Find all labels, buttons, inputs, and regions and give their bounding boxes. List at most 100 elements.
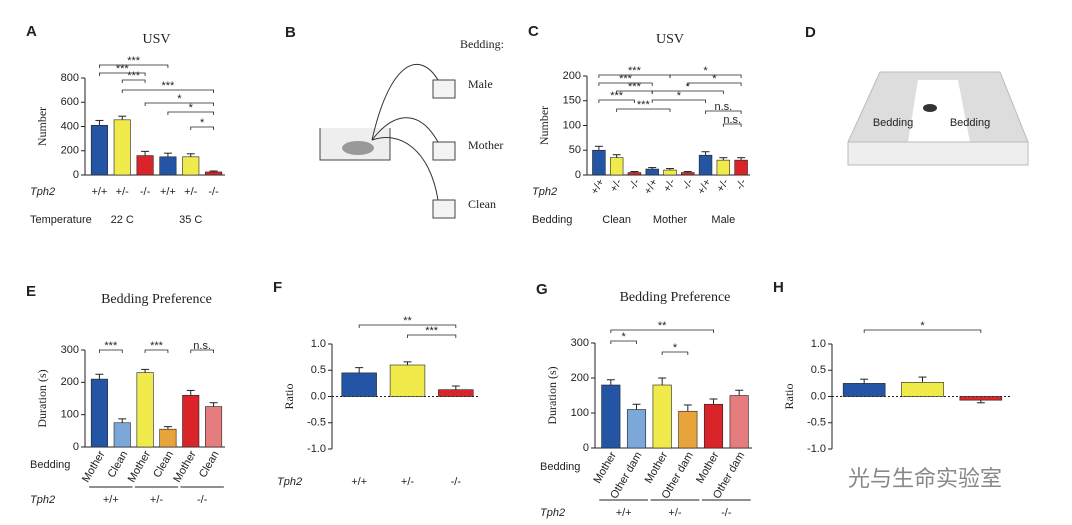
significance-label: ** [658,320,667,332]
significance-bracket [99,349,123,353]
row-label: Bedding [532,214,572,226]
bar [90,378,108,448]
significance-label: *** [628,81,642,93]
bar [438,389,474,397]
y-tick-label: 0.0 [811,390,826,402]
y-tick-label: 300 [61,344,79,356]
significance-bracket [687,82,742,86]
x-tick-label: +/- [608,177,625,195]
x-tick-label: +/- [184,186,197,198]
y-axis-label: Number [537,106,551,145]
significance-label: * [686,81,691,93]
row-label: Bedding [30,459,70,471]
group-label: +/+ [616,507,632,519]
row-label: Bedding [540,461,580,473]
mouse [923,104,937,112]
bar [645,168,659,176]
bar [959,396,1003,401]
x-tick-label: -/- [451,476,462,488]
bar [113,422,131,448]
panel-label: G [536,281,548,298]
group-label: +/+ [103,494,119,506]
bar [592,149,606,176]
row-label: Tph2 [30,494,55,506]
arrow [371,137,439,201]
y-axis-label: Duration (s) [545,366,559,424]
bar [182,156,200,176]
x-tick-label: +/- [714,177,731,195]
y-tick-label: 200 [571,372,589,384]
significance-bracket [661,351,689,355]
row-label: Tph2 [532,186,557,198]
x-tick-label: Mother [126,449,154,485]
y-tick-label: 100 [563,119,581,131]
y-tick-label: 0.0 [311,390,326,402]
bar [663,169,677,176]
significance-bracket [722,123,742,127]
group-label: 22 C [111,214,134,226]
x-tick-label: Mother [694,450,722,486]
panel-label: F [273,279,282,296]
significance-label: *** [637,99,651,111]
chart-title: USV [656,32,684,47]
x-tick-label: +/+ [91,186,107,198]
x-tick-label: Mother [643,450,671,486]
bar [136,155,154,176]
row-label: Tph2 [540,507,565,519]
significance-label: * [920,320,925,332]
y-tick-label: 0.5 [811,364,826,376]
group-label: -/- [721,507,732,519]
significance-label: *** [161,80,175,92]
group-label: 35 C [179,214,202,226]
significance-bracket [99,64,169,68]
significance-label: n.s. [714,101,732,113]
y-tick-label: 100 [61,409,79,421]
arena-wall [847,141,1029,166]
bar [678,410,698,449]
group-label: Clean [602,214,631,226]
significance-bracket [669,74,742,78]
panel-label: A [26,23,37,40]
x-tick-label: +/- [116,186,129,198]
x-tick-label: Mother [591,450,619,486]
x-tick-label: +/+ [351,476,367,488]
significance-bracket [358,324,457,328]
label: Bedding [950,117,990,129]
bar [729,395,749,449]
y-axis-label: Ratio [282,384,296,410]
y-tick-label: -1.0 [307,443,326,455]
bar [734,159,748,176]
row-label: Tph2 [30,186,55,198]
x-tick-label: -/- [140,186,151,198]
bar [205,171,223,176]
significance-bracket [121,79,146,83]
significance-label: * [703,65,708,77]
x-tick-label: +/+ [642,177,660,197]
group-label: Mother [653,214,688,226]
x-tick-label: Mother [171,449,199,485]
significance-label: *** [610,90,624,102]
bar [182,394,200,448]
significance-bracket [167,111,214,115]
significance-label: *** [127,70,141,82]
significance-label: * [673,342,678,354]
significance-label: * [712,73,717,85]
bar [698,154,713,176]
label: Clean [468,197,496,211]
bar [681,172,695,176]
significance-bracket [144,349,169,353]
significance-label: * [177,93,182,105]
significance-bracket [610,329,714,333]
x-tick-label: Mother [80,449,108,485]
row-label: Tph2 [277,476,302,488]
panel-label: C [528,23,539,40]
significance-label: n.s. [723,114,741,126]
significance-bracket [705,110,742,114]
significance-label: * [189,102,194,114]
x-tick-label: -/- [208,186,219,198]
y-tick-label: 600 [61,96,79,108]
arrow [371,117,439,143]
bar [113,119,131,176]
significance-bracket [863,329,982,333]
significance-label: *** [628,65,642,77]
